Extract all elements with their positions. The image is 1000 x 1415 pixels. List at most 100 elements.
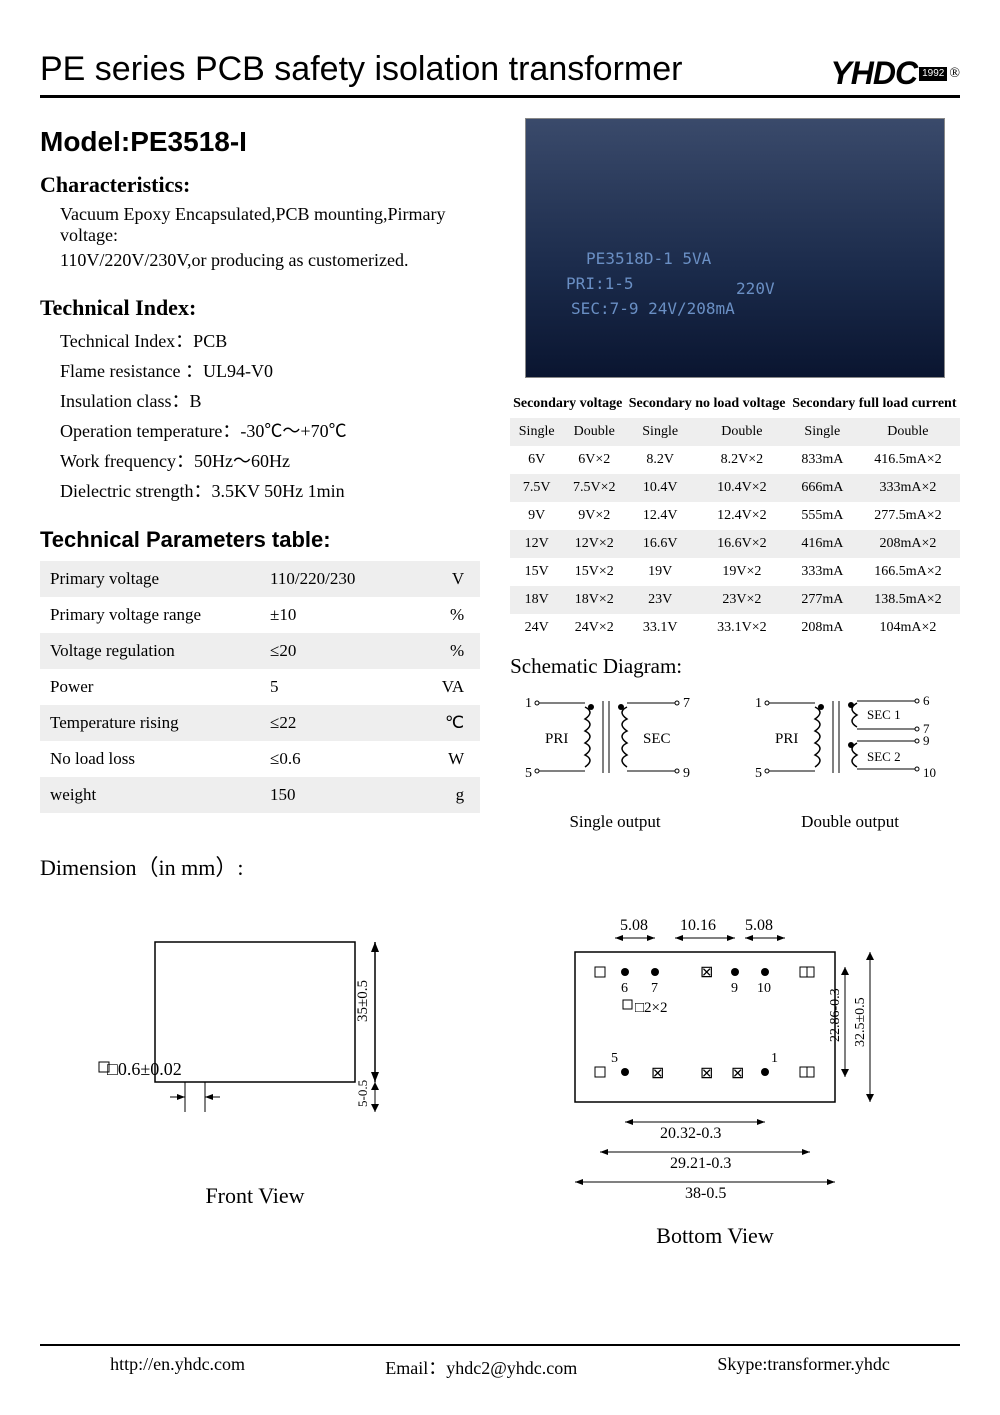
svg-text:5: 5 xyxy=(525,766,532,781)
sec-cell: 18V xyxy=(510,586,563,614)
sec-cell: 23V xyxy=(625,586,695,614)
sec-cell: 333mA xyxy=(789,558,856,586)
svg-text:35±0.5: 35±0.5 xyxy=(355,980,371,1022)
svg-text:SEC: SEC xyxy=(643,731,671,747)
svg-text:⊠: ⊠ xyxy=(651,1065,664,1082)
sec-cell: 208mA xyxy=(789,614,856,642)
svg-text:6: 6 xyxy=(923,693,930,708)
params-heading: Technical Parameters table: xyxy=(40,527,480,553)
characteristics-heading: Characteristics: xyxy=(40,172,480,198)
svg-text:10: 10 xyxy=(757,981,771,996)
table-row: 7.5V7.5V×210.4V10.4V×2666mA333mA×2 xyxy=(510,474,960,502)
table-row: 18V18V×223V23V×2277mA138.5mA×2 xyxy=(510,586,960,614)
param-unit: VA xyxy=(414,669,480,705)
svg-text:5-0.5: 5-0.5 xyxy=(355,1080,370,1107)
model-heading: Model:PE3518-I xyxy=(40,126,480,158)
param-unit: g xyxy=(414,777,480,813)
table-row: Power5VA xyxy=(40,669,480,705)
logo-text: YHDC xyxy=(830,55,917,92)
schematic-double-svg: 1 5 PRI 6 xyxy=(745,687,955,807)
tech-index-heading: Technical Index: xyxy=(40,295,480,321)
param-label: weight xyxy=(40,777,260,813)
table-row: 24V24V×233.1V33.1V×2208mA104mA×2 xyxy=(510,614,960,642)
sec-cell: 8.2V×2 xyxy=(695,446,789,474)
table-row: Voltage regulation≤20% xyxy=(40,633,480,669)
sec-sub: Double xyxy=(856,418,960,446)
sec-cell: 9V xyxy=(510,502,563,530)
table-row: 15V15V×219V19V×2333mA166.5mA×2 xyxy=(510,558,960,586)
svg-text:5: 5 xyxy=(755,766,762,781)
char-line: 110V/220V/230V,or producing as customeri… xyxy=(60,250,480,271)
sec-cell: 666mA xyxy=(789,474,856,502)
svg-text:⊠: ⊠ xyxy=(700,1065,713,1082)
svg-text:5: 5 xyxy=(611,1051,618,1066)
param-value: 5 xyxy=(260,669,414,705)
svg-text:□2×2: □2×2 xyxy=(635,1000,668,1016)
page-title: PE series PCB safety isolation transform… xyxy=(40,50,960,98)
logo-reg: ® xyxy=(949,66,960,82)
sec-cell: 16.6V xyxy=(625,530,695,558)
sec-cell: 833mA xyxy=(789,446,856,474)
svg-text:10: 10 xyxy=(923,765,936,780)
tech-line: Dielectric strength：3.5KV 50Hz 1min xyxy=(60,477,480,503)
param-value: 150 xyxy=(260,777,414,813)
sec-cell: 166.5mA×2 xyxy=(856,558,960,586)
logo: YHDC1992® xyxy=(830,55,960,92)
sec-cell: 24V xyxy=(510,614,563,642)
sec-cell: 6V×2 xyxy=(563,446,625,474)
sec-cell: 555mA xyxy=(789,502,856,530)
svg-text:9: 9 xyxy=(731,981,738,996)
sec-cell: 416.5mA×2 xyxy=(856,446,960,474)
sec-cell: 277.5mA×2 xyxy=(856,502,960,530)
sec-cell: 9V×2 xyxy=(563,502,625,530)
sec-cell: 15V xyxy=(510,558,563,586)
param-value: ≤20 xyxy=(260,633,414,669)
footer-email: Email：yhdc2@yhdc.com xyxy=(385,1354,577,1380)
param-label: No load loss xyxy=(40,741,260,777)
photo-label: SEC:7-9 24V/208mA xyxy=(571,299,735,318)
svg-text:32.5±0.5: 32.5±0.5 xyxy=(853,997,868,1047)
param-value: ≤22 xyxy=(260,705,414,741)
sec-cell: 12.4V xyxy=(625,502,695,530)
photo-label: PRI:1-5 xyxy=(566,274,633,293)
param-label: Primary voltage range xyxy=(40,597,260,633)
front-caption: Front View xyxy=(95,1183,415,1209)
sec-cell: 104mA×2 xyxy=(856,614,960,642)
param-label: Power xyxy=(40,669,260,705)
param-label: Primary voltage xyxy=(40,561,260,597)
sec-cell: 277mA xyxy=(789,586,856,614)
sec-sub: Double xyxy=(563,418,625,446)
svg-text:1: 1 xyxy=(755,696,762,711)
tech-line: Flame resistance ：UL94-V0 xyxy=(60,357,480,383)
param-value: ±10 xyxy=(260,597,414,633)
svg-text:1: 1 xyxy=(525,696,532,711)
secondary-table: Secondary voltage Secondary no load volt… xyxy=(510,390,960,642)
tech-line: Technical Index：PCB xyxy=(60,327,480,353)
param-label: Voltage regulation xyxy=(40,633,260,669)
svg-text:5.08: 5.08 xyxy=(745,917,773,934)
sec-cell: 18V×2 xyxy=(563,586,625,614)
sec-cell: 12V×2 xyxy=(563,530,625,558)
sec-cell: 33.1V xyxy=(625,614,695,642)
tech-line: Work frequency：50Hz～60Hz xyxy=(60,447,480,473)
photo-label: 220V xyxy=(736,279,775,298)
svg-text:7: 7 xyxy=(683,696,690,711)
param-value: ≤0.6 xyxy=(260,741,414,777)
sec-cell: 24V×2 xyxy=(563,614,625,642)
param-unit: % xyxy=(414,633,480,669)
svg-text:38-0.5: 38-0.5 xyxy=(685,1185,726,1202)
footer-skype: Skype:transformer.yhdc xyxy=(717,1354,889,1380)
svg-text:1: 1 xyxy=(771,1051,778,1066)
param-unit: V xyxy=(414,561,480,597)
svg-text:□0.6±0.02: □0.6±0.02 xyxy=(107,1059,182,1079)
sec-cell: 12V xyxy=(510,530,563,558)
tech-line: Insulation class：B xyxy=(60,387,480,413)
sec-cell: 16.6V×2 xyxy=(695,530,789,558)
sec-sub: Single xyxy=(789,418,856,446)
sec-sub: Double xyxy=(695,418,789,446)
sec-cell: 208mA×2 xyxy=(856,530,960,558)
footer-url: http://en.yhdc.com xyxy=(110,1354,245,1380)
svg-text:SEC 1: SEC 1 xyxy=(867,707,901,722)
sec-cell: 416mA xyxy=(789,530,856,558)
dimension-heading: Dimension（in mm）: xyxy=(40,850,960,882)
